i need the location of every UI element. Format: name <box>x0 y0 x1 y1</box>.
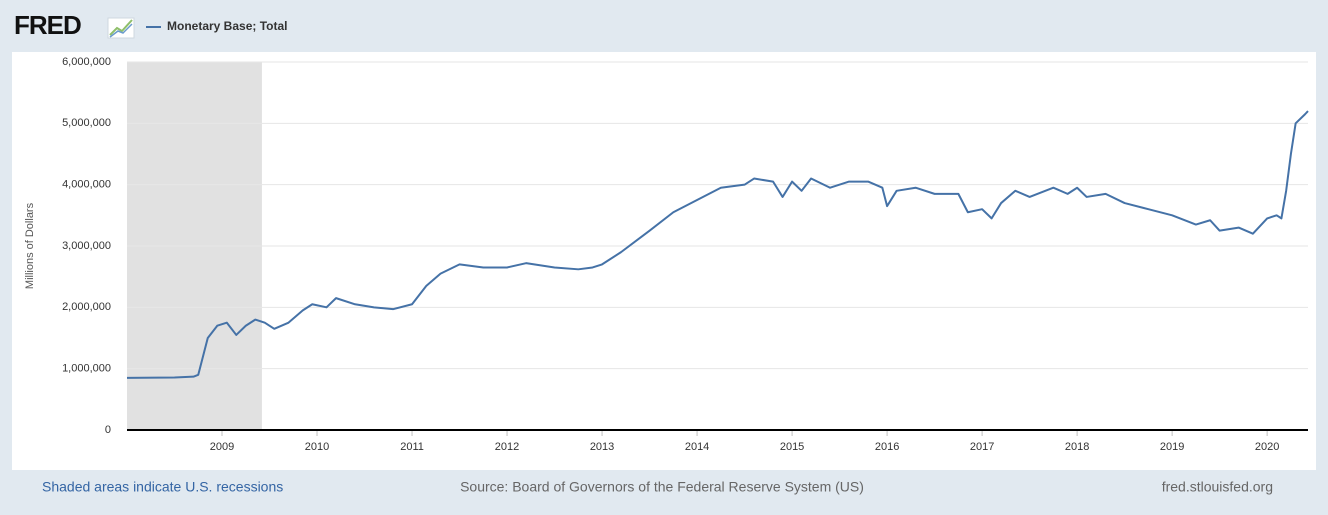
y-tick-label: 6,000,000 <box>62 56 111 68</box>
y-tick-label: 2,000,000 <box>62 301 111 313</box>
x-tick-label: 2009 <box>210 441 234 453</box>
x-tick-label: 2012 <box>495 441 519 453</box>
x-tick-label: 2017 <box>970 441 994 453</box>
recession-note[interactable]: Shaded areas indicate U.S. recessions <box>42 479 283 495</box>
x-tick-label: 2013 <box>590 441 614 453</box>
x-tick-label: 2014 <box>685 441 709 453</box>
x-tick-label: 2010 <box>305 441 329 453</box>
site-link[interactable]: fred.stlouisfed.org <box>1162 479 1273 495</box>
x-tick-label: 2020 <box>1255 441 1279 453</box>
x-tick-label: 2018 <box>1065 441 1089 453</box>
x-tick-label: 2011 <box>400 441 424 453</box>
series-line <box>126 110 1309 379</box>
y-tick-label: 4,000,000 <box>62 179 111 191</box>
x-tick-label: 2016 <box>875 441 899 453</box>
y-tick-label: 1,000,000 <box>62 363 111 375</box>
source: Source: Board of Governors of the Federa… <box>460 479 864 495</box>
legend-label: Monetary Base; Total <box>167 19 287 33</box>
y-tick-label: 5,000,000 <box>62 117 111 129</box>
logo: FRED <box>14 10 81 40</box>
logo-icon <box>107 17 135 39</box>
x-tick-label: 2019 <box>1160 441 1184 453</box>
y-tick-label: 3,000,000 <box>62 240 111 252</box>
x-tick-label: 2015 <box>780 441 804 453</box>
y-axis-label: Millions of Dollars <box>24 202 36 289</box>
y-tick-label: 0 <box>105 424 111 436</box>
